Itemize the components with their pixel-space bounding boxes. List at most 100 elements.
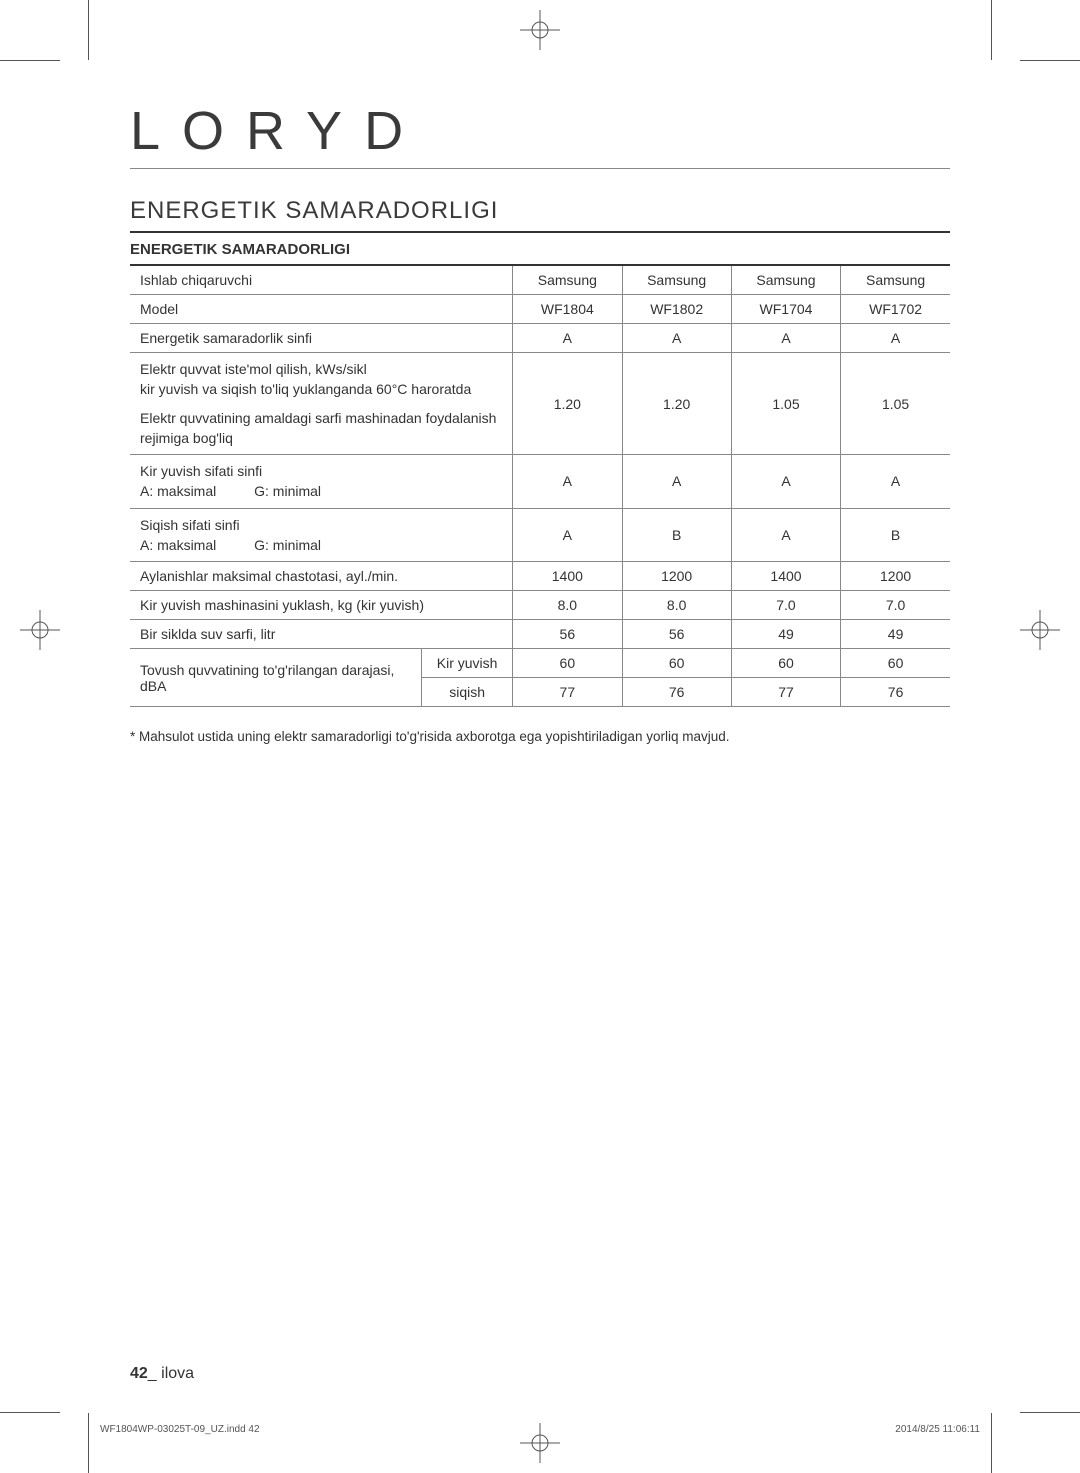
row-label: Kir yuvish mashinasini yuklash, kg (kir … [130, 591, 513, 620]
cell: WF1704 [731, 295, 840, 324]
cell: WF1804 [513, 295, 622, 324]
table-row: Model WF1804 WF1802 WF1704 WF1702 [130, 295, 950, 324]
table-row: Kir yuvish mashinasini yuklash, kg (kir … [130, 591, 950, 620]
cell: 56 [622, 620, 731, 649]
row-label: Kir yuvish sifati sinfi A: maksimal G: m… [130, 455, 513, 509]
crop-mark [0, 60, 60, 61]
cell: A [731, 324, 840, 353]
cell: 1.20 [622, 353, 731, 455]
sub-label: siqish [422, 678, 513, 707]
cell: 60 [513, 649, 622, 678]
table-row: Energetik samaradorlik sinfi A A A A [130, 324, 950, 353]
row-label: Elektr quvvat iste'mol qilish, kWs/sikl … [130, 353, 513, 455]
cell: WF1702 [841, 295, 950, 324]
row-label: Bir siklda suv sarfi, litr [130, 620, 513, 649]
cell: 76 [841, 678, 950, 707]
cell: 60 [731, 649, 840, 678]
cell: 49 [841, 620, 950, 649]
table-row: Ishlab chiqaruvchi Samsung Samsung Samsu… [130, 266, 950, 295]
scale-legend: A: maksimal G: minimal [140, 537, 355, 553]
crop-mark [0, 1412, 60, 1413]
cell: B [841, 508, 950, 562]
cell: A [622, 324, 731, 353]
row-label: Ishlab chiqaruvchi [130, 266, 513, 295]
cell: A [841, 324, 950, 353]
cell: 1400 [731, 562, 840, 591]
document-page: LORYD ENERGETIK SAMARADORLIGI ENERGETIK … [0, 0, 1080, 1473]
cell: A [513, 324, 622, 353]
scale-g: G: minimal [254, 535, 321, 555]
cell: 77 [513, 678, 622, 707]
content-area: LORYD ENERGETIK SAMARADORLIGI ENERGETIK … [130, 100, 950, 744]
section-heading: ENERGETIK SAMARADORLIGI [130, 197, 950, 233]
page-number: 42 [130, 1365, 148, 1382]
cell: A [622, 455, 731, 509]
cell: 8.0 [622, 591, 731, 620]
footnote: * Mahsulot ustida uning elektr samarador… [130, 729, 950, 744]
label-line: Elektr quvvat iste'mol qilish, kWs/sikl [140, 359, 502, 379]
registration-mark [20, 610, 60, 650]
page-title: LORYD [130, 100, 950, 169]
cell: 1200 [622, 562, 731, 591]
cell: 76 [622, 678, 731, 707]
registration-mark [1020, 610, 1060, 650]
cell: 60 [622, 649, 731, 678]
cell: Samsung [622, 266, 731, 295]
cell: 7.0 [731, 591, 840, 620]
sub-label: Kir yuvish [422, 649, 513, 678]
cell: A [841, 455, 950, 509]
cell: A [513, 508, 622, 562]
label-line: Siqish sifati sinfi [140, 515, 502, 535]
table-row: Siqish sifati sinfi A: maksimal G: minim… [130, 508, 950, 562]
scale-legend: A: maksimal G: minimal [140, 483, 355, 499]
crop-mark [88, 0, 89, 60]
imprint-left: WF1804WP-03025T-09_UZ.indd 42 [100, 1424, 260, 1435]
table-row: Aylanishlar maksimal chastotasi, ayl./mi… [130, 562, 950, 591]
cell: Samsung [513, 266, 622, 295]
table-caption: ENERGETIK SAMARADORLIGI [130, 233, 950, 266]
row-label: Model [130, 295, 513, 324]
cell: 7.0 [841, 591, 950, 620]
registration-mark [520, 10, 560, 50]
scale-g: G: minimal [254, 481, 321, 501]
page-footer: 42_ ilova [130, 1365, 194, 1383]
label-line: Elektr quvvatining amaldagi sarfi mashin… [140, 408, 502, 449]
crop-mark [991, 1413, 992, 1473]
cell: 77 [731, 678, 840, 707]
cell: A [731, 455, 840, 509]
imprint-right: 2014/8/25 11:06:11 [895, 1424, 980, 1435]
cell: 1200 [841, 562, 950, 591]
row-label: Tovush quvvatining to'g'rilangan darajas… [130, 649, 422, 707]
cell: 1400 [513, 562, 622, 591]
cell: A [731, 508, 840, 562]
cell: A [513, 455, 622, 509]
cell: 1.20 [513, 353, 622, 455]
cell: 49 [731, 620, 840, 649]
label-line: kir yuvish va siqish to'liq yuklanganda … [140, 379, 502, 399]
cell: Samsung [841, 266, 950, 295]
cell: 1.05 [841, 353, 950, 455]
table-row: Tovush quvvatining to'g'rilangan darajas… [130, 649, 950, 678]
label-line: Kir yuvish sifati sinfi [140, 461, 502, 481]
registration-mark [520, 1423, 560, 1463]
footer-text: _ ilova [148, 1365, 194, 1382]
cell: WF1802 [622, 295, 731, 324]
crop-mark [88, 1413, 89, 1473]
cell: B [622, 508, 731, 562]
cell: 8.0 [513, 591, 622, 620]
table-row: Elektr quvvat iste'mol qilish, kWs/sikl … [130, 353, 950, 455]
row-label: Aylanishlar maksimal chastotasi, ayl./mi… [130, 562, 513, 591]
scale-a: A: maksimal [140, 535, 216, 555]
cell: 60 [841, 649, 950, 678]
row-label: Energetik samaradorlik sinfi [130, 324, 513, 353]
table-row: Kir yuvish sifati sinfi A: maksimal G: m… [130, 455, 950, 509]
table-row: Bir siklda suv sarfi, litr 56 56 49 49 [130, 620, 950, 649]
row-label: Siqish sifati sinfi A: maksimal G: minim… [130, 508, 513, 562]
cell: Samsung [731, 266, 840, 295]
crop-mark [1020, 60, 1080, 61]
crop-mark [991, 0, 992, 60]
cell: 56 [513, 620, 622, 649]
energy-efficiency-table: Ishlab chiqaruvchi Samsung Samsung Samsu… [130, 266, 950, 707]
scale-a: A: maksimal [140, 481, 216, 501]
cell: 1.05 [731, 353, 840, 455]
